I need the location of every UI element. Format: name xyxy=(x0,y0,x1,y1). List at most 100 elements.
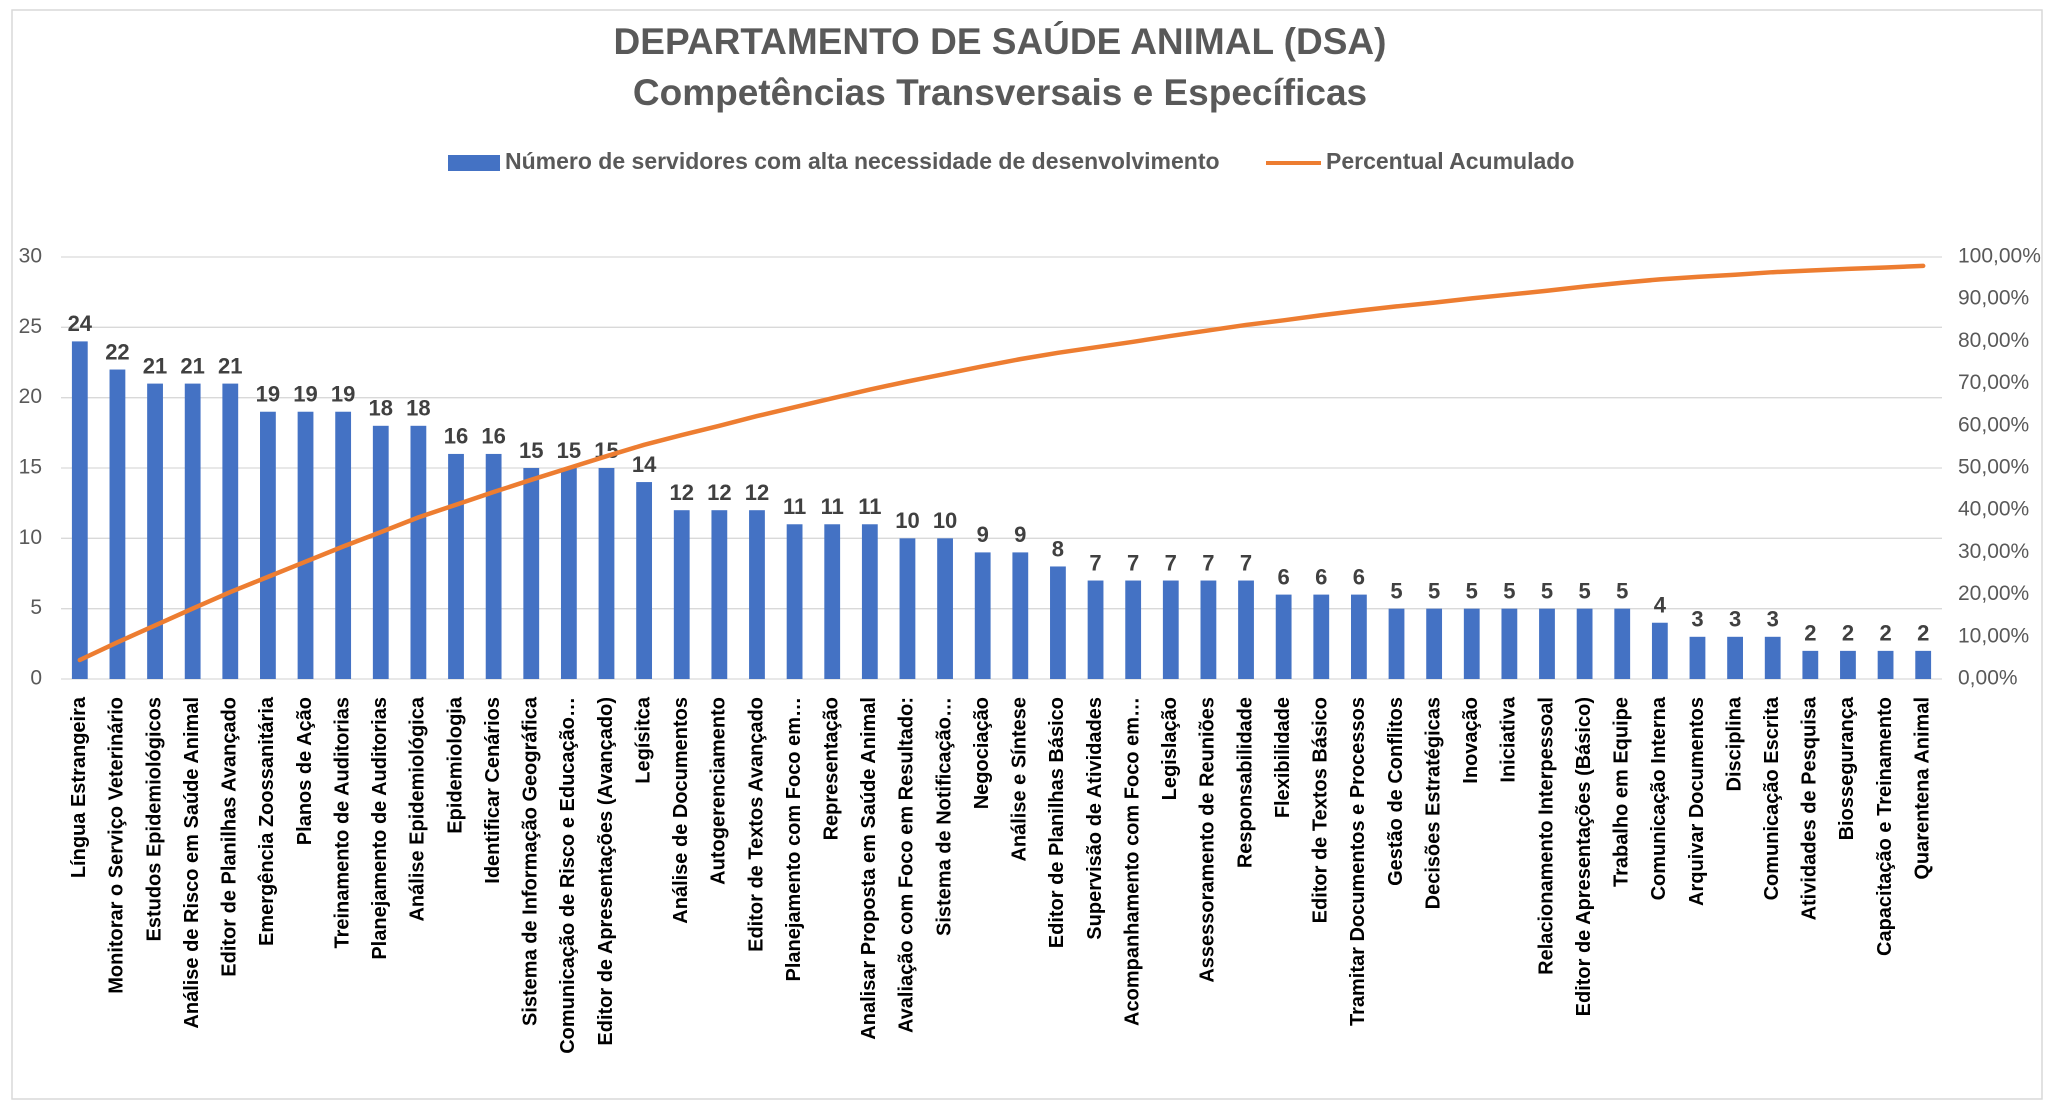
data-label: 5 xyxy=(1466,578,1478,603)
bar xyxy=(1350,594,1367,679)
bar xyxy=(1576,608,1593,679)
x-tick-label: Decisões Estratégicas xyxy=(1422,697,1444,909)
y2-tick-label: 20,00% xyxy=(1958,582,2029,605)
data-label: 10 xyxy=(933,508,957,533)
y2-tick-label: 60,00% xyxy=(1958,413,2029,436)
data-label: 14 xyxy=(632,452,657,477)
bar xyxy=(937,538,953,679)
data-label: 21 xyxy=(143,353,167,378)
bar xyxy=(71,341,88,679)
data-label: 18 xyxy=(406,396,430,421)
data-label: 16 xyxy=(444,424,468,449)
legend-swatch-bar xyxy=(448,155,500,171)
bar xyxy=(1915,650,1932,679)
data-label: 24 xyxy=(68,311,93,336)
bar xyxy=(1463,608,1480,679)
x-tick-label: Tramitar Documentos e Processos xyxy=(1347,697,1369,1026)
x-tick-label: Legislação xyxy=(1159,697,1181,800)
data-label: 6 xyxy=(1278,564,1290,589)
x-tick-label: Iniciativa xyxy=(1498,696,1520,782)
x-tick-label: Editor de Apresentações (Avançado) xyxy=(595,697,617,1046)
data-label: 5 xyxy=(1541,578,1553,603)
data-label: 10 xyxy=(895,508,919,533)
bar xyxy=(1050,566,1066,679)
bar xyxy=(372,425,389,679)
bar xyxy=(749,510,765,679)
bar xyxy=(786,524,803,679)
data-label: 12 xyxy=(707,480,731,505)
bar xyxy=(824,524,841,679)
x-tick-label: Editor de Planilhas Avançado xyxy=(219,697,241,977)
bar xyxy=(899,538,916,679)
x-tick-label: Editor de Apresentações (Básico) xyxy=(1573,697,1595,1016)
x-tick-label: Epidemiologia xyxy=(444,696,466,834)
data-label: 7 xyxy=(1202,550,1214,575)
y2-tick-label: 80,00% xyxy=(1958,329,2029,352)
bar xyxy=(1689,636,1706,679)
bar xyxy=(1840,650,1856,679)
data-label: 5 xyxy=(1616,578,1628,603)
x-tick-label: Sistema de Informação Geográfica xyxy=(520,696,542,1026)
x-tick-label: Capacitação e Treinamento xyxy=(1874,697,1896,956)
data-label: 3 xyxy=(1767,607,1779,632)
y2-tick-label: 70,00% xyxy=(1958,371,2029,394)
x-tick-label: Planos de Ação xyxy=(294,697,316,845)
bar xyxy=(861,524,878,679)
bar xyxy=(1651,622,1668,679)
bar xyxy=(1764,636,1781,679)
y-tick-label: 10 xyxy=(19,526,42,549)
x-tick-label: Editor de Textos Básico xyxy=(1310,697,1332,923)
x-tick-label: Análise de Documentos xyxy=(670,697,692,924)
bar xyxy=(1614,608,1631,679)
x-tick-label: Análise e Síntese xyxy=(1009,697,1031,862)
bar xyxy=(1388,608,1405,679)
data-label: 11 xyxy=(821,494,844,519)
data-label: 22 xyxy=(105,339,129,364)
data-label: 19 xyxy=(331,382,355,407)
y-tick-label: 20 xyxy=(19,385,42,408)
x-tick-label: Analisar Proposta em Saúde Animal xyxy=(858,697,880,1040)
y2-tick-label: 50,00% xyxy=(1958,456,2029,479)
bar xyxy=(184,383,201,679)
x-tick-label: Inovação xyxy=(1460,697,1482,784)
bar xyxy=(1877,650,1894,679)
x-tick-label: Supervisão de Atividades xyxy=(1084,697,1106,940)
chart-subtitle: Competências Transversais e Específicas xyxy=(633,72,1367,113)
data-label: 16 xyxy=(481,424,505,449)
x-tick-label: Análise Epidemiológica xyxy=(407,696,429,921)
data-label: 2 xyxy=(1879,621,1891,646)
x-tick-label: Planejamento com Foco em… xyxy=(783,697,805,982)
x-tick-label: Comunicação de Risco e Educação… xyxy=(557,697,579,1054)
x-tick-label: Editor de Planilhas Básico xyxy=(1046,697,1068,948)
bar xyxy=(523,468,540,679)
data-label: 6 xyxy=(1315,564,1327,589)
x-tick-label: Sistema de Notificação… xyxy=(933,697,955,936)
x-tick-label: Língua Estrangeira xyxy=(68,696,90,878)
bar xyxy=(1012,552,1029,679)
data-label: 15 xyxy=(519,438,543,463)
y-tick-label: 0 xyxy=(30,667,42,690)
data-label: 6 xyxy=(1353,564,1365,589)
x-tick-label: Assessoramento de Reuniões xyxy=(1197,697,1219,983)
bar xyxy=(1275,594,1292,679)
x-tick-label: Flexibilidade xyxy=(1272,697,1294,818)
bar xyxy=(485,453,502,679)
bar xyxy=(1802,650,1819,679)
legend-label: Número de servidores com alta necessidad… xyxy=(505,148,1220,174)
y-tick-label: 30 xyxy=(19,245,42,268)
x-tick-label: Comunicação Escrita xyxy=(1761,696,1783,900)
bar xyxy=(636,482,653,679)
bar xyxy=(297,411,314,679)
data-label: 12 xyxy=(745,480,769,505)
bar xyxy=(1087,580,1104,679)
data-label: 7 xyxy=(1240,550,1252,575)
x-tick-label: Representação xyxy=(820,697,842,840)
data-label: 9 xyxy=(1014,522,1026,547)
x-tick-label: Emergência Zoossanitária xyxy=(256,696,278,946)
y2-tick-label: 0,00% xyxy=(1958,667,2018,690)
x-tick-label: Quarentena Animal xyxy=(1911,697,1933,880)
x-tick-label: Arquivar Documentos xyxy=(1686,697,1708,906)
x-tick-label: Trabalho em Equipe xyxy=(1611,697,1633,887)
data-label: 5 xyxy=(1428,578,1440,603)
data-label: 5 xyxy=(1578,578,1590,603)
